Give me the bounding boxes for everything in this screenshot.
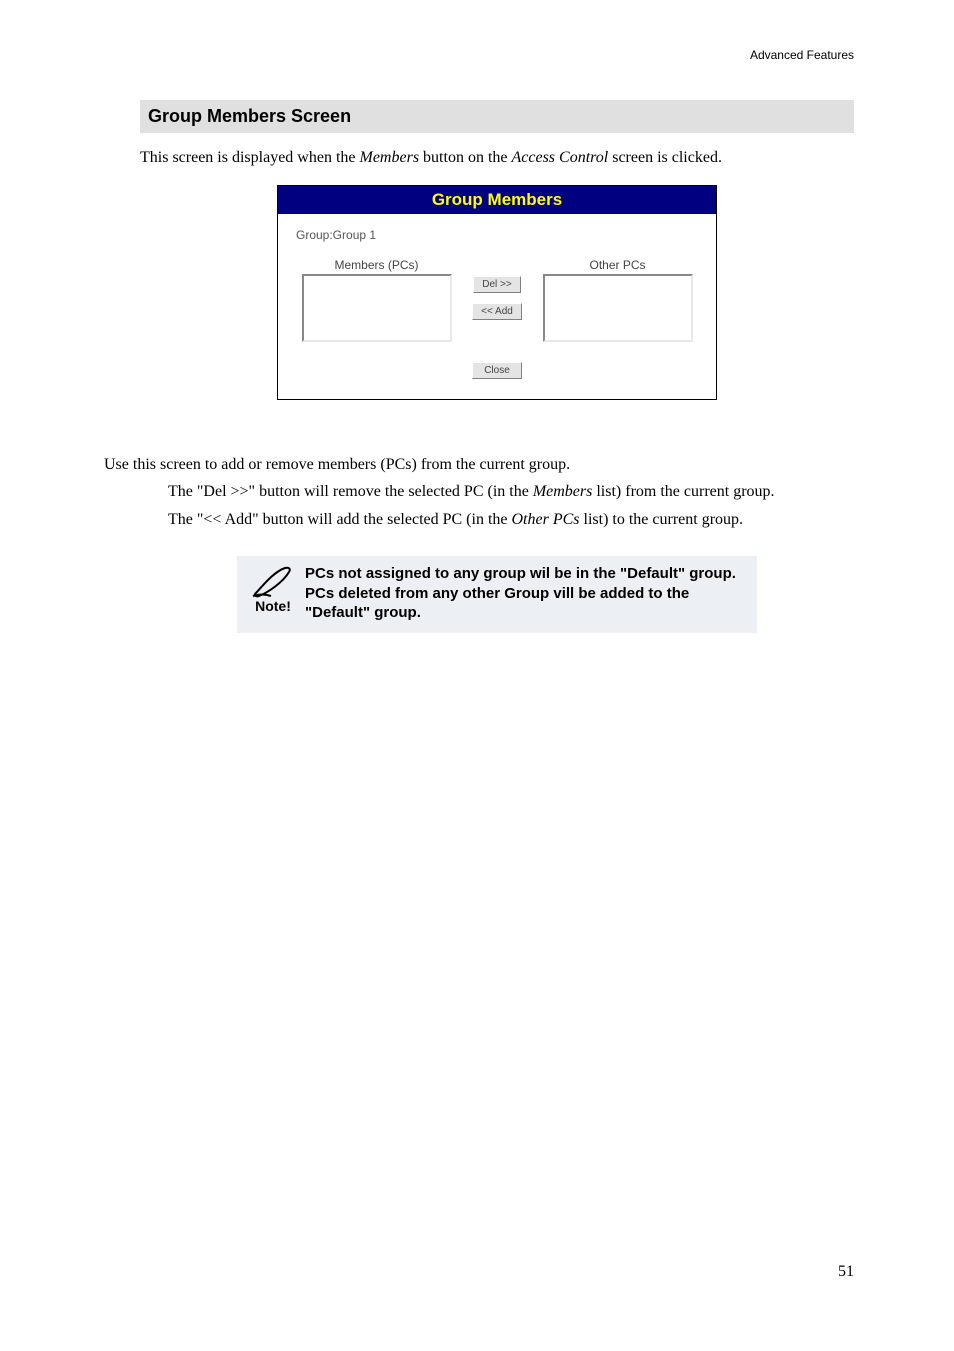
intro-text-3: screen is clicked. [608, 149, 722, 166]
group-label: Group:Group 1 [296, 228, 698, 242]
section-heading: Group Members Screen [140, 100, 854, 133]
intro-paragraph: This screen is displayed when the Member… [140, 147, 854, 169]
note-text: PCs not assigned to any group wil be in … [305, 564, 745, 623]
usage3-italic: Other PCs [512, 511, 580, 528]
note-text-line-1: PCs not assigned to any group wil be in … [305, 564, 745, 584]
close-row: Close [296, 362, 698, 379]
transfer-buttons: Del >> << Add [467, 258, 527, 320]
close-button[interactable]: Close [472, 362, 522, 379]
del-button[interactable]: Del >> [473, 276, 520, 293]
group-members-figure: Group Members Group:Group 1 Members (PCs… [277, 185, 717, 400]
usage-line-2: The "Del >>" button will remove the sele… [168, 481, 854, 503]
figure-body: Group:Group 1 Members (PCs) Del >> << Ad… [278, 214, 716, 379]
usage2-italic: Members [533, 483, 593, 500]
add-button[interactable]: << Add [472, 303, 522, 320]
usage-line-3: The "<< Add" button will add the selecte… [168, 509, 854, 531]
spacer [140, 400, 854, 440]
usage3-post: list) to the current group. [580, 511, 744, 528]
intro-text-2: button on the [419, 149, 511, 166]
others-listbox[interactable] [543, 274, 693, 342]
note-text-line-2: PCs deleted from any other Group vill be… [305, 584, 745, 623]
figure-frame: Group Members Group:Group 1 Members (PCs… [277, 185, 717, 400]
members-column: Members (PCs) [296, 258, 457, 342]
members-label: Members (PCs) [334, 258, 418, 272]
intro-access-word: Access Control [511, 149, 608, 166]
figure-title: Group Members [278, 186, 716, 214]
page-number: 51 [838, 1263, 854, 1281]
members-listbox[interactable] [302, 274, 452, 342]
usage3-pre: The "<< Add" button will add the selecte… [168, 511, 512, 528]
usage2-post: list) from the current group. [592, 483, 774, 500]
figure-columns: Members (PCs) Del >> << Add Other PCs [296, 258, 698, 342]
document-page: Advanced Features Group Members Screen T… [0, 0, 954, 1351]
note-box: Note! PCs not assigned to any group wil … [237, 556, 757, 633]
intro-members-word: Members [360, 149, 420, 166]
note-icon-column: Note! [241, 564, 305, 614]
others-column: Other PCs [537, 258, 698, 342]
pen-icon [249, 564, 297, 600]
others-label: Other PCs [589, 258, 645, 272]
header-right-text: Advanced Features [750, 48, 854, 62]
usage-line-1: Use this screen to add or remove members… [104, 454, 854, 476]
note-icon-label: Note! [241, 598, 305, 614]
usage2-pre: The "Del >>" button will remove the sele… [168, 483, 533, 500]
intro-text-1: This screen is displayed when the [140, 149, 360, 166]
